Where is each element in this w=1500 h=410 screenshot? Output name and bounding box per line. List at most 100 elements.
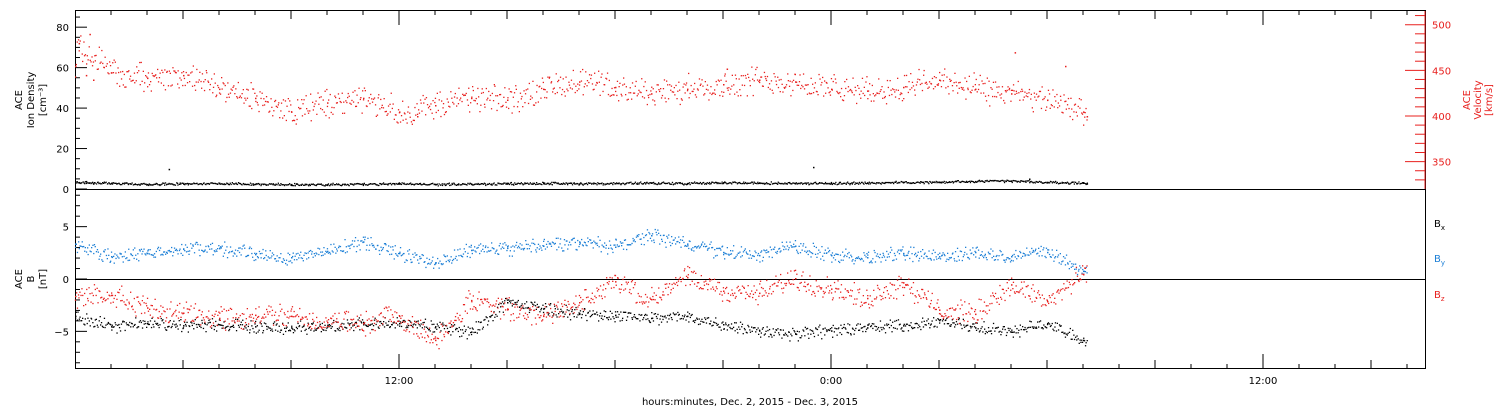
ion-density-point	[707, 182, 710, 185]
by-point	[480, 243, 482, 245]
ion-density-point	[517, 182, 520, 184]
velocity-point	[854, 86, 856, 88]
ion-density-point	[615, 182, 617, 185]
ion-density-point	[1060, 182, 1062, 184]
bx-point	[305, 328, 307, 330]
velocity-point	[463, 94, 465, 97]
bx-point	[607, 317, 609, 319]
ion-density-point	[857, 182, 859, 184]
bx-point	[282, 333, 285, 335]
velocity-point	[100, 61, 102, 63]
velocity-point	[86, 55, 88, 57]
bx-point	[176, 325, 178, 327]
by-point	[211, 248, 213, 250]
velocity-point	[177, 83, 179, 85]
by-point	[723, 251, 725, 254]
ion-density-point	[252, 183, 255, 185]
ion-density-point	[916, 181, 918, 183]
by-point	[270, 257, 272, 259]
velocity-point	[391, 107, 393, 110]
bx-point	[416, 327, 418, 329]
by-point	[678, 236, 680, 238]
ion-density-point	[131, 182, 133, 184]
by-point	[733, 245, 735, 247]
by-point	[380, 246, 382, 248]
by-point	[785, 241, 788, 243]
ion-density-point	[148, 184, 150, 187]
velocity-point	[133, 72, 136, 74]
velocity-point	[772, 92, 774, 94]
velocity-point	[174, 71, 177, 74]
velocity-point	[335, 96, 337, 99]
by-point	[504, 242, 506, 244]
by-point	[209, 248, 211, 250]
velocity-point	[1003, 99, 1005, 102]
by-point	[975, 247, 977, 249]
velocity-point	[282, 117, 284, 119]
ion-density-point	[203, 182, 205, 184]
velocity-point	[572, 69, 574, 72]
by-point	[1006, 257, 1008, 259]
by-point	[259, 253, 261, 255]
ion-density-point	[596, 184, 598, 186]
ion-density-point	[674, 183, 676, 185]
velocity-point	[403, 112, 406, 114]
velocity-point	[860, 90, 862, 92]
velocity-point	[959, 81, 961, 84]
velocity-point	[720, 79, 722, 81]
ion-density-point	[604, 184, 606, 186]
velocity-point	[444, 111, 447, 114]
bx-point	[850, 333, 852, 335]
ion-density-point	[249, 182, 252, 184]
velocity-point	[886, 79, 889, 82]
by-point	[837, 253, 839, 256]
bx-point	[914, 327, 916, 329]
ion-density-point	[653, 183, 655, 185]
velocity-point	[667, 98, 670, 100]
by-point	[90, 251, 92, 253]
bx-point	[975, 322, 977, 324]
ion-density-point	[841, 183, 843, 185]
velocity-point	[328, 99, 330, 101]
by-point	[694, 245, 697, 248]
bz-point	[151, 305, 153, 307]
bx-point	[272, 322, 275, 325]
ion-density-point	[87, 182, 89, 184]
bx-point	[582, 311, 584, 313]
ion-density-point	[1073, 181, 1075, 183]
by-point	[653, 241, 655, 244]
by-point	[640, 243, 643, 245]
by-point	[785, 248, 787, 250]
velocity-point	[1045, 109, 1047, 111]
velocity-point	[652, 99, 654, 101]
velocity-point	[739, 89, 741, 91]
ion-density-point	[970, 180, 972, 182]
by-point	[706, 249, 709, 251]
by-point	[582, 245, 584, 247]
bx-point	[720, 329, 722, 331]
ion-density-point	[139, 184, 141, 186]
by-point	[930, 258, 932, 260]
ion-density-point	[236, 183, 239, 186]
bz-point	[126, 299, 128, 301]
velocity-point	[734, 74, 737, 76]
by-point	[587, 237, 589, 239]
ion-density-point	[874, 182, 876, 184]
bz-point	[118, 292, 120, 294]
velocity-point	[867, 90, 870, 92]
by-point	[880, 261, 882, 263]
bx-point	[703, 321, 705, 323]
velocity-point	[197, 81, 199, 83]
by-point	[763, 249, 765, 251]
bx-point	[552, 315, 554, 317]
bx-point	[737, 332, 739, 334]
velocity-point	[897, 89, 899, 91]
bx-point	[659, 318, 661, 320]
bx-point	[875, 329, 877, 331]
bx-point	[263, 322, 266, 324]
bz-point	[90, 301, 92, 303]
by-point	[490, 249, 492, 252]
bx-point	[734, 322, 736, 324]
velocity-point	[992, 95, 994, 98]
velocity-point	[717, 79, 719, 81]
